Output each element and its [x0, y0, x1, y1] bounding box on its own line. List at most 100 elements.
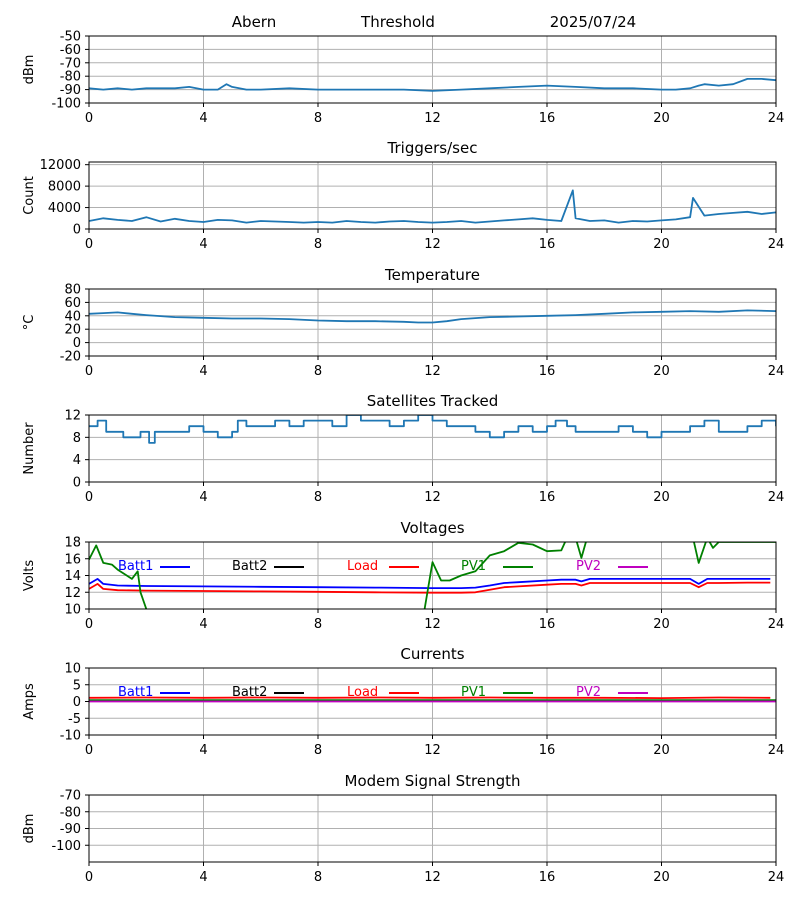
currents-legend-label: PV2	[576, 685, 601, 700]
satellites-xtick-label: 12	[424, 490, 441, 505]
currents-legend-label: Batt1	[118, 685, 153, 700]
satellites-xtick-label: 0	[85, 490, 93, 505]
voltages-legend-label: Batt1	[118, 559, 153, 574]
threshold-xtick-label: 4	[199, 111, 207, 126]
currents-ytick-label: 10	[64, 662, 81, 677]
threshold-series-group	[89, 78, 776, 92]
modem-xtick-label: 20	[653, 870, 670, 885]
voltages-series-pv1	[89, 542, 776, 609]
satellites-ytick-label: 4	[73, 453, 81, 468]
satellites-panel: 0 4 8 12 16 20 24 0 4 8 12 Satellites Tracked Number	[22, 392, 784, 505]
voltages-legend-label: PV2	[576, 559, 601, 574]
voltages-xtick-label: 16	[539, 617, 556, 632]
voltages-ylabel: Volts	[22, 560, 37, 592]
currents-xtick-label: 0	[85, 743, 93, 758]
threshold-ytick-label: -70	[60, 56, 81, 71]
currents-legend-label: Load	[347, 685, 378, 700]
voltages-ytick-label: 16	[64, 552, 81, 567]
voltages-xtick-label: 0	[85, 617, 93, 632]
currents-xtick-label: 8	[314, 743, 322, 758]
modem-xtick-label: 12	[424, 870, 441, 885]
currents-legend-label: PV1	[461, 685, 486, 700]
threshold-ylabel: dBm	[22, 55, 37, 85]
satellites-xtick-label: 4	[199, 490, 207, 505]
currents-ytick-label: 0	[73, 695, 81, 710]
modem-xtick-label: 16	[539, 870, 556, 885]
figure-header: Abern Threshold 2025/07/24	[232, 13, 636, 31]
triggers-xtick-label: 12	[424, 237, 441, 252]
satellites-ytick-label: 8	[73, 431, 81, 446]
modem-ytick-label: -70	[60, 789, 81, 804]
voltages-xtick-label: 8	[314, 617, 322, 632]
currents-xtick-label: 24	[768, 743, 785, 758]
currents-ytick-label: 5	[73, 678, 81, 693]
temperature-ytick-label: 0	[73, 336, 81, 351]
temperature-ylabel: °C	[22, 315, 37, 331]
temperature-ytick-label: 40	[64, 309, 81, 324]
voltages-legend-label: Load	[347, 559, 378, 574]
voltages-ytick-label: 14	[64, 569, 81, 584]
voltages-ytick-label: 10	[64, 603, 81, 618]
threshold-ytick-label: -80	[60, 70, 81, 85]
temperature-ytick-label: -20	[60, 350, 81, 365]
currents-legend: Batt1 Batt2 Load PV1 PV2	[118, 685, 648, 700]
currents-xtick-label: 20	[653, 743, 670, 758]
voltages-series-batt1	[89, 578, 771, 589]
satellites-xtick-label: 8	[314, 490, 322, 505]
satellites-xtick-label: 24	[768, 490, 785, 505]
satellites-title: Satellites Tracked	[367, 392, 498, 410]
triggers-xtick-label: 4	[199, 237, 207, 252]
threshold-xtick-label: 12	[424, 111, 441, 126]
voltages-xtick-label: 12	[424, 617, 441, 632]
temperature-ytick-label: 20	[64, 323, 81, 338]
temperature-xtick-label: 4	[199, 364, 207, 379]
triggers-series-group	[89, 189, 776, 224]
temperature-ytick-label: 80	[64, 283, 81, 298]
currents-xtick-label: 4	[199, 743, 207, 758]
triggers-panel: 0 4 8 12 16 20 24 0 4000 8000 12000 Triggers/sec Cou…	[22, 139, 784, 252]
currents-xtick-label: 16	[539, 743, 556, 758]
triggers-xtick-label: 0	[85, 237, 93, 252]
voltages-xtick-label: 24	[768, 617, 785, 632]
modem-xtick-label: 8	[314, 870, 322, 885]
triggers-ytick-label: 4000	[48, 201, 81, 216]
threshold-ytick-label: -50	[60, 30, 81, 45]
modem-ylabel: dBm	[22, 814, 37, 844]
currents-xtick-label: 12	[424, 743, 441, 758]
temperature-title: Temperature	[384, 266, 480, 284]
triggers-ytick-label: 8000	[48, 180, 81, 195]
temperature-xtick-label: 16	[539, 364, 556, 379]
modem-ytick-label: -80	[60, 805, 81, 820]
triggers-ytick-label: 0	[73, 223, 81, 238]
header-mode: Threshold	[360, 13, 435, 31]
currents-series-load	[89, 696, 771, 699]
triggers-xtick-label: 24	[768, 237, 785, 252]
satellites-ytick-label: 0	[73, 476, 81, 491]
triggers-xtick-label: 20	[653, 237, 670, 252]
threshold-xtick-label: 0	[85, 111, 93, 126]
threshold-xtick-label: 8	[314, 111, 322, 126]
modem-panel: 0 4 8 12 16 20 24 -100 -90 -80-70 Modem Signal Str…	[22, 772, 784, 885]
temperature-xtick-label: 20	[653, 364, 670, 379]
currents-title: Currents	[400, 645, 464, 663]
temperature-xtick-label: 12	[424, 364, 441, 379]
threshold-panel: 0 4 8 12 16 20 24 -100-90-80-70-60-50 dBm	[22, 30, 784, 127]
modem-title: Modem Signal Strength	[345, 772, 521, 790]
modem-xtick-label: 0	[85, 870, 93, 885]
triggers-series-series-0	[89, 189, 776, 224]
satellites-xtick-label: 16	[539, 490, 556, 505]
temperature-xtick-label: 0	[85, 364, 93, 379]
triggers-xtick-label: 16	[539, 237, 556, 252]
threshold-xtick-label: 16	[539, 111, 556, 126]
voltages-ytick-label: 12	[64, 586, 81, 601]
threshold-ytick-label: -90	[60, 83, 81, 98]
modem-xtick-label: 24	[768, 870, 785, 885]
header-station: Abern	[232, 13, 276, 31]
voltages-legend-label: PV1	[461, 559, 486, 574]
voltages-series-group	[89, 542, 776, 609]
satellites-ylabel: Number	[22, 422, 37, 475]
threshold-series-series-0	[89, 78, 776, 92]
